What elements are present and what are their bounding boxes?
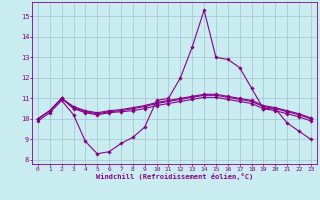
X-axis label: Windchill (Refroidissement éolien,°C): Windchill (Refroidissement éolien,°C) xyxy=(96,173,253,180)
